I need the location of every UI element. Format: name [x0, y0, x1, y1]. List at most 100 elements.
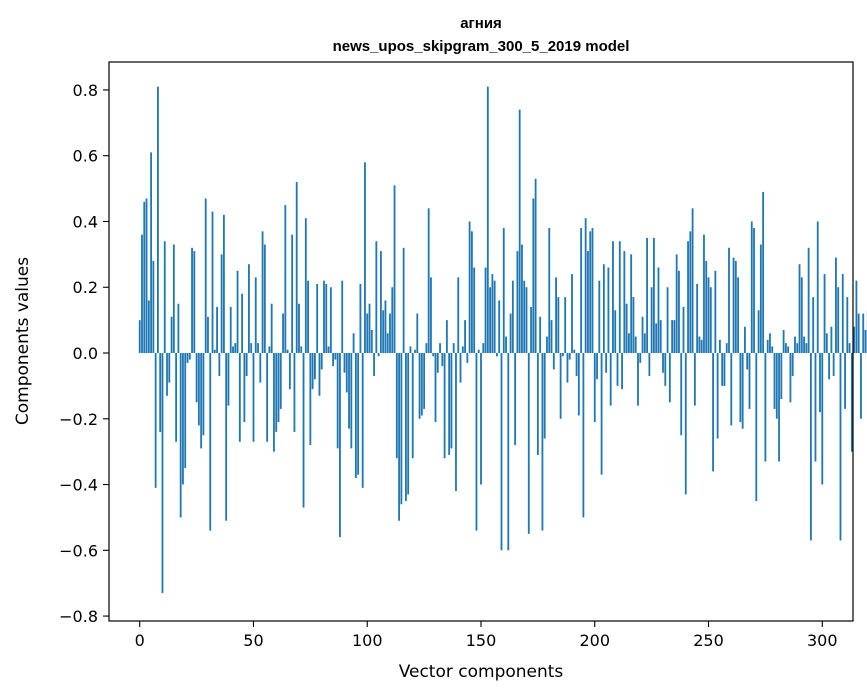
bar	[293, 353, 296, 432]
bar	[536, 353, 539, 455]
bar	[832, 353, 835, 377]
bar	[188, 353, 191, 360]
bar	[725, 343, 728, 353]
bar	[197, 353, 200, 426]
bar	[400, 353, 403, 505]
bar	[860, 353, 862, 419]
bar	[659, 320, 662, 354]
bar	[562, 353, 564, 357]
bar	[693, 353, 696, 406]
bar	[220, 254, 223, 354]
bar	[323, 280, 325, 354]
bar	[766, 339, 769, 354]
bar	[755, 353, 758, 501]
bar	[787, 346, 790, 354]
bar	[145, 198, 148, 354]
bar	[334, 353, 337, 360]
bar	[753, 228, 755, 354]
bar	[557, 297, 560, 354]
bar	[423, 353, 426, 409]
y-tick-label: 0.8	[73, 81, 98, 100]
bar	[507, 353, 510, 551]
bar	[514, 353, 517, 446]
y-tick-label: −0.2	[59, 410, 98, 429]
bar	[500, 353, 503, 551]
bar	[482, 343, 485, 353]
bar	[282, 313, 284, 354]
bar	[420, 353, 423, 416]
bar	[830, 326, 833, 354]
bar	[341, 280, 344, 354]
bar	[443, 353, 446, 459]
bar	[493, 280, 496, 354]
bar	[639, 353, 642, 363]
bar	[489, 287, 492, 353]
bar	[616, 353, 619, 386]
bar	[814, 353, 817, 462]
bar	[857, 313, 860, 354]
bar	[389, 313, 391, 354]
y-tick-label: 0.6	[73, 147, 98, 166]
bar	[318, 353, 321, 396]
bar	[359, 283, 362, 354]
bar	[546, 336, 548, 354]
bar	[607, 267, 610, 353]
bar	[532, 198, 535, 354]
bar	[470, 231, 473, 353]
bar	[466, 353, 469, 363]
bar	[291, 234, 294, 354]
bar	[475, 353, 478, 531]
y-tick-label: −0.4	[59, 476, 98, 495]
bar	[712, 353, 714, 472]
bar	[468, 221, 471, 354]
bar	[414, 349, 416, 354]
y-tick-label: −0.8	[59, 607, 98, 626]
bar	[655, 323, 658, 353]
bar	[723, 353, 726, 386]
bar	[348, 353, 350, 429]
bar	[543, 353, 546, 439]
bar	[618, 241, 621, 354]
bar	[477, 349, 480, 354]
bar	[350, 353, 353, 449]
bar	[245, 353, 248, 377]
bar	[452, 343, 455, 353]
bar	[204, 198, 207, 354]
bar	[170, 316, 173, 354]
bar	[775, 353, 778, 419]
bar	[370, 329, 373, 354]
bar	[502, 228, 505, 354]
bar	[311, 353, 314, 390]
bar	[591, 228, 594, 354]
bar	[662, 353, 664, 373]
bar	[566, 353, 569, 383]
bar	[641, 316, 644, 354]
bar	[307, 280, 309, 354]
bar	[602, 264, 605, 354]
bar	[366, 313, 369, 354]
bar	[304, 218, 307, 354]
bar	[605, 353, 608, 373]
bar	[195, 353, 198, 403]
bar	[184, 353, 187, 469]
bar	[600, 353, 603, 475]
bar	[589, 231, 592, 353]
bar	[161, 353, 164, 594]
bar	[364, 162, 366, 354]
bar	[257, 343, 259, 353]
bar	[209, 353, 212, 531]
bar	[200, 353, 203, 449]
bar	[177, 303, 180, 354]
bar	[839, 353, 842, 541]
bar	[354, 353, 357, 478]
bar	[202, 353, 205, 436]
plot-frame	[108, 61, 854, 622]
y-tick-label: 0.4	[73, 212, 98, 231]
bar	[275, 353, 278, 432]
y-axis-label: Components values	[13, 257, 33, 425]
chart-title-line1: агния	[460, 15, 502, 32]
bar	[716, 353, 719, 439]
bar	[511, 280, 514, 354]
bar	[157, 86, 159, 354]
bar	[496, 353, 498, 357]
